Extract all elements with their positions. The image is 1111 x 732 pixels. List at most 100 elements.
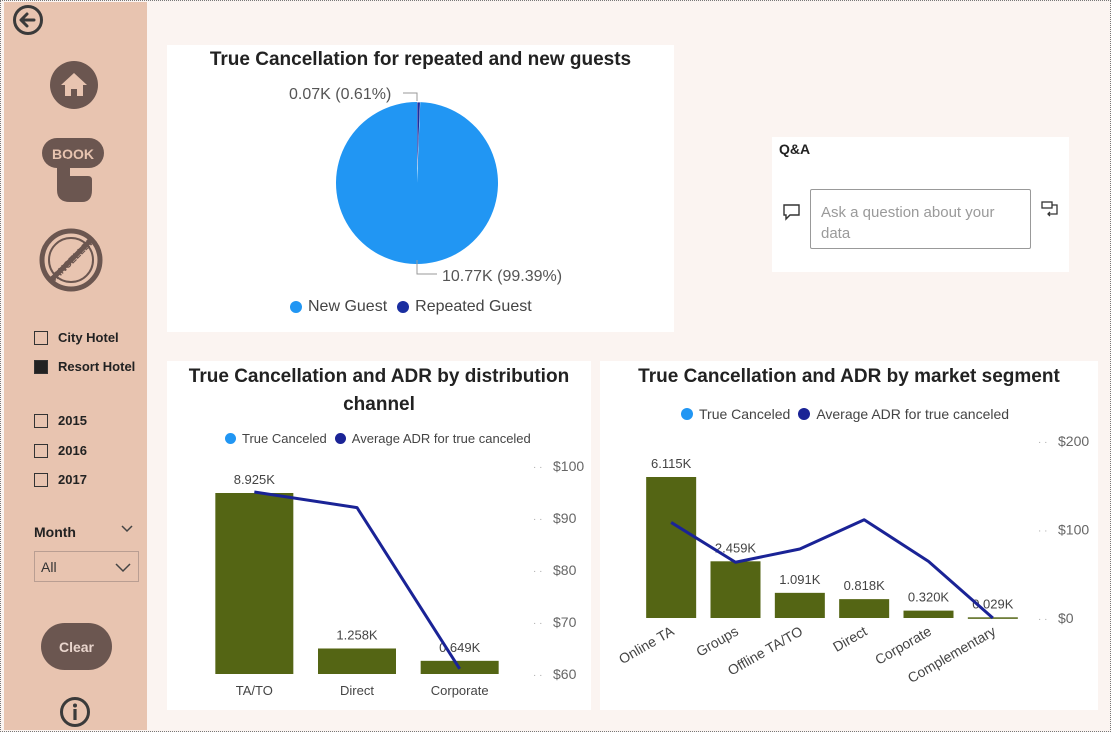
pie-slice-new-guest[interactable] [336,102,499,265]
bar-true-canceled[interactable] [318,648,396,674]
channel-combo-chart: $60 · · $70 · · $80 · · $90 · · $100 · · 8.925K TA/… [215,458,584,698]
checkbox-label: Resort Hotel [58,359,136,374]
cancelled-stamp-icon[interactable]: CANCELLED [38,227,104,293]
legend-dot-avg-adr [798,408,811,420]
channel-legend: True Canceled Average ADR for true cance… [225,431,531,446]
legend-item-true-canceled[interactable]: True Canceled [242,431,327,446]
checkbox[interactable] [34,443,48,458]
checkbox[interactable] [34,330,48,345]
gridline-marker: · · [533,566,542,577]
y2-tick-label: $70 [553,614,577,630]
chevron-down-icon[interactable] [120,522,134,536]
channel-chart-title: True Cancellation and ADR by distributio… [188,366,570,415]
y2-tick-label: $90 [553,510,577,526]
x-category-label: Direct [340,683,374,698]
pie-slice-repeated-guest[interactable] [416,101,421,184]
legend-item-avg-adr[interactable]: Average ADR for true canceled [351,431,531,446]
y2-tick-label: $80 [553,562,577,578]
segment-combo-chart: $0 · · $100 · · $200 · · 6.115K Online TA 2.459K… [616,433,1089,686]
qa-title: Q&A [779,141,811,157]
gridline-marker: · · [533,514,542,525]
filter-year-2016[interactable]: 2016 [34,443,87,458]
pie-leader-large [416,260,437,275]
qa-question-input[interactable]: Ask a question about your data [810,189,1031,249]
segment-chart-title: True Cancellation and ADR by market segm… [638,366,1060,387]
bar-true-canceled[interactable] [839,599,890,618]
bar-true-canceled[interactable] [710,561,761,618]
x-category-label: TA/TO [236,683,273,698]
chevron-down-icon [115,562,131,572]
pie-legend: New Guest Repeated Guest [290,298,532,316]
x-category-label: Corporate [431,683,489,698]
pie-data-label-large: 10.77K (99.39%) [442,268,562,285]
pie-leader-small [403,92,418,101]
legend-dot-repeated-guest [397,301,410,313]
filter-year-2015[interactable]: 2015 [34,413,87,428]
book-icon-label: BOOK [52,146,94,162]
channel-chart-panel: True Cancellation and ADR by distributio… [167,361,591,710]
x-category-label: Online TA [616,622,677,667]
gridline-marker: · · [533,618,542,629]
convert-to-visual-icon[interactable] [1040,200,1060,218]
month-slicer-title: Month [34,524,76,540]
pie-chart-title: True Cancellation for repeated and new g… [209,49,632,70]
book-hand-icon[interactable]: BOOK [40,134,106,206]
bar-data-label: 2.459K [715,540,757,555]
filter-year-2017[interactable]: 2017 [34,472,87,487]
checkbox-checked[interactable] [34,359,48,374]
month-dropdown[interactable]: All [34,551,139,582]
bar-data-label: 0.818K [844,578,886,593]
legend-item-true-canceled[interactable]: True Canceled [699,406,791,422]
checkbox-label: City Hotel [58,330,119,345]
bar-data-label: 0.320K [908,590,950,605]
y2-tick-label: $100 [1058,522,1089,538]
pie-chart: 0.07K (0.61%) 10.77K (99.39%) [289,86,562,285]
gridline-marker: · · [1038,437,1047,448]
gridline-marker: · · [1038,526,1047,537]
month-dropdown-value: All [41,558,57,575]
bar-data-label: 1.091K [779,572,821,587]
bar-data-label: 6.115K [651,456,692,471]
legend-item-avg-adr[interactable]: Average ADR for true canceled [816,406,1010,422]
arrow-left-circle-icon[interactable] [12,4,44,36]
info-icon[interactable] [59,696,91,728]
bar-true-canceled[interactable] [646,477,697,618]
clear-button[interactable]: Clear [41,623,112,670]
legend-dot-true-canceled [225,433,236,444]
pie-data-label-small: 0.07K (0.61%) [289,86,391,103]
bar-true-canceled[interactable] [215,493,294,674]
bar-true-canceled[interactable] [967,617,1018,619]
line-avg-adr[interactable] [670,518,994,620]
legend-item-new-guest[interactable]: New Guest [308,298,388,315]
bar-true-canceled[interactable] [774,592,825,618]
bar-data-label: 1.258K [336,627,378,642]
legend-dot-true-canceled [681,408,693,420]
checkbox-label: 2017 [58,472,87,487]
segment-legend: True Canceled Average ADR for true cance… [681,406,1009,422]
y2-tick-label: $100 [553,458,584,474]
checkbox[interactable] [34,472,48,487]
checkbox-label: 2015 [58,413,87,428]
legend-dot-new-guest [290,301,302,313]
legend-item-repeated-guest[interactable]: Repeated Guest [415,298,532,315]
line-avg-adr[interactable] [254,490,461,670]
checkbox-label: 2016 [58,443,87,458]
y2-tick-label: $200 [1058,433,1089,449]
chat-bubble-icon [783,204,800,221]
checkbox[interactable] [34,413,48,428]
bar-data-label: 8.925K [234,472,276,487]
segment-chart-panel: True Cancellation and ADR by market segm… [600,361,1098,710]
home-icon[interactable] [49,60,99,110]
gridline-marker: · · [533,462,542,473]
filter-city-hotel[interactable]: City Hotel [34,330,119,345]
legend-dot-avg-adr [334,433,346,444]
filter-resort-hotel[interactable]: Resort Hotel [34,359,135,374]
pie-chart-panel: True Cancellation for repeated and new g… [167,45,674,332]
sidebar: BOOK CANCELLED City Hotel Resort Hotel 2… [4,2,147,730]
gridline-marker: · · [533,670,542,681]
x-category-label: Groups [693,623,741,660]
x-category-label: Direct [830,623,870,655]
bar-true-canceled[interactable] [903,610,954,618]
gridline-marker: · · [1038,614,1047,625]
qa-panel: Q&A Ask a question about your data [772,137,1069,272]
